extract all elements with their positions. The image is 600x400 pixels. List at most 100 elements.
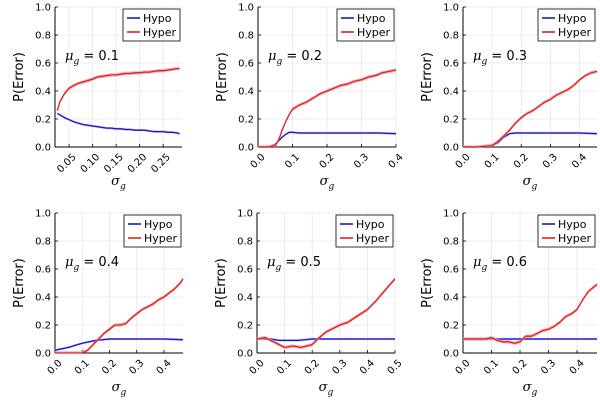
x-tick-label: 0.3 <box>330 358 349 377</box>
y-tick-label: 0.2 <box>443 321 459 332</box>
mu-annotation: μg = 0.2 <box>268 49 322 67</box>
y-tick-label: 0.0 <box>237 349 253 360</box>
y-axis-label: P(Error) <box>420 258 435 308</box>
y-tick-label: 1.0 <box>443 3 459 14</box>
y-tick-label: 0.6 <box>35 265 51 276</box>
x-tick-label: 0.0 <box>454 358 473 377</box>
y-tick-label: 0.2 <box>238 115 254 126</box>
y-tick-label: 0.8 <box>443 31 459 42</box>
x-tick-label: 0.2 <box>100 358 119 377</box>
series-line-hypo <box>54 338 184 351</box>
y-tick-label: 0.8 <box>35 237 51 248</box>
x-tick-label: 0.2 <box>512 152 531 171</box>
x-tick-label: 0.05 <box>55 152 79 176</box>
y-tick-label: 0.6 <box>443 265 459 276</box>
legend-label-hyper: Hyper <box>356 232 390 245</box>
y-tick-label: 0.0 <box>35 349 51 360</box>
x-tick-label: 0.1 <box>275 358 294 377</box>
y-tick-label: 0.6 <box>237 265 253 276</box>
y-tick-label: 0.4 <box>35 87 51 98</box>
mu-annotation: μg = 0.5 <box>267 255 321 273</box>
legend-label-hypo: Hypo <box>356 218 385 231</box>
series-band-hyper <box>257 277 395 350</box>
series-line-hyper <box>258 69 397 148</box>
x-tick-label: 0.2 <box>318 152 337 171</box>
mu-annotation: μg = 0.1 <box>65 49 119 67</box>
panel-4: 0.0 0.2 0.4 0.6 0.8 1.0 0.0 0.1 0.2 0.3 0.4 P(Error… <box>12 209 184 398</box>
x-axis-label: σg <box>523 174 538 192</box>
legend-label-hyper: Hyper <box>144 232 178 245</box>
x-tick-label: 0.10 <box>79 152 103 176</box>
legend-box <box>336 8 395 42</box>
y-tick-label: 0.4 <box>443 293 459 304</box>
y-tick-label: 0.8 <box>35 31 51 42</box>
x-tick-label: 0.0 <box>46 358 65 377</box>
y-axis-label: P(Error) <box>12 52 27 102</box>
series-line-hyper <box>256 278 396 349</box>
x-axis-label: σg <box>319 380 334 398</box>
x-tick-label: 0.25 <box>149 152 173 176</box>
x-tick-label: 0.4 <box>568 358 587 377</box>
x-tick-label: 0.3 <box>352 152 371 171</box>
series-band-hyper <box>57 66 180 113</box>
legend-label-hyper: Hyper <box>143 26 177 39</box>
y-tick-label: 1.0 <box>238 3 254 14</box>
legend-box <box>537 214 596 248</box>
legend-label-hypo: Hypo <box>144 218 173 231</box>
legend-box <box>537 8 596 42</box>
y-axis-label: P(Error) <box>12 258 27 308</box>
x-axis-label: σg <box>111 174 126 192</box>
x-axis-label: σg <box>112 380 127 398</box>
series-line-hypo <box>57 112 180 135</box>
x-tick-label: 0.1 <box>483 152 502 171</box>
legend-box <box>335 214 394 248</box>
y-tick-label: 1.0 <box>35 3 51 14</box>
x-tick-label: 0.3 <box>127 358 146 377</box>
x-tick-label: 0.1 <box>73 358 92 377</box>
y-tick-label: 0.0 <box>443 143 459 154</box>
legend-label-hypo: Hypo <box>558 218 587 231</box>
y-tick-label: 0.4 <box>35 293 51 304</box>
panel-1: 0.0 0.2 0.4 0.6 0.8 1.0 0.05 0.10 0.15 0.20 0.25 P(… <box>12 3 182 192</box>
mu-annotation: μg = 0.3 <box>473 49 527 67</box>
series-band-hypo <box>55 337 183 352</box>
x-tick-label: 0.1 <box>482 358 501 377</box>
y-tick-label: 0.6 <box>35 59 51 70</box>
panel-5: 0.0 0.2 0.4 0.6 0.8 1.0 0.0 0.1 0.2 0.3 0.4 0.5 P(Er… <box>214 209 405 399</box>
x-tick-label: 0.5 <box>386 358 405 377</box>
y-tick-label: 0.4 <box>237 293 253 304</box>
y-tick-label: 0.8 <box>443 237 459 248</box>
y-tick-label: 0.2 <box>443 115 459 126</box>
y-tick-label: 1.0 <box>443 209 459 220</box>
x-tick-label: 0.0 <box>454 152 473 171</box>
y-tick-label: 0.4 <box>238 87 254 98</box>
x-axis-label: σg <box>320 174 335 192</box>
y-axis-label: P(Error) <box>215 52 230 102</box>
legend-label-hypo: Hypo <box>558 12 587 25</box>
x-tick-label: 0.3 <box>541 152 560 171</box>
x-tick-label: 0.3 <box>539 358 558 377</box>
x-tick-label: 0.15 <box>102 152 126 176</box>
y-tick-label: 0.0 <box>35 143 51 154</box>
x-tick-label: 0.1 <box>283 152 302 171</box>
y-tick-label: 0.4 <box>443 87 459 98</box>
y-tick-label: 1.0 <box>35 209 51 220</box>
y-tick-label: 1.0 <box>237 209 253 220</box>
series-band-hyper <box>463 69 597 147</box>
mu-annotation: μg = 0.6 <box>473 255 527 273</box>
x-tick-label: 0.0 <box>249 152 268 171</box>
panel-2: 0.0 0.2 0.4 0.6 0.8 1.0 0.0 0.1 0.2 0.3 0.4 P(Error… <box>215 3 406 193</box>
y-tick-label: 0.2 <box>35 321 51 332</box>
panel-3: 0.0 0.2 0.4 0.6 0.8 1.0 0.0 0.1 0.2 0.3 0.4 P(Error… <box>420 3 598 192</box>
legend-label-hypo: Hypo <box>357 12 386 25</box>
series-line-hyper <box>56 67 180 111</box>
x-tick-label: 0.2 <box>511 358 530 377</box>
y-tick-label: 0.0 <box>443 349 459 360</box>
